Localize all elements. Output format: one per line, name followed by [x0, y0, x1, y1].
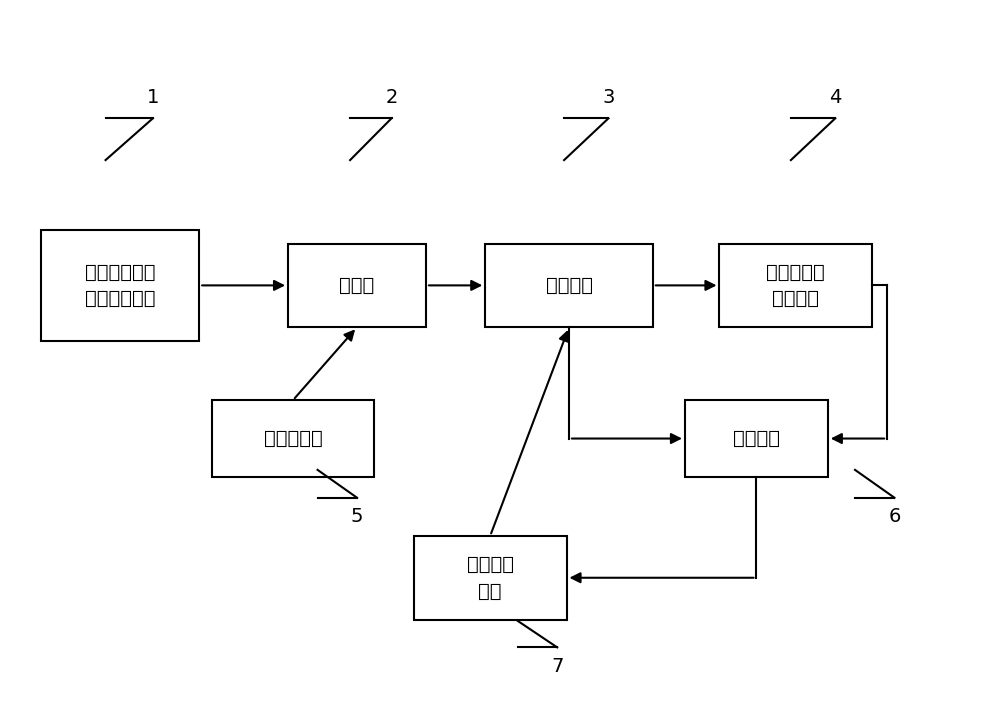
Text: 1: 1: [147, 88, 159, 107]
Bar: [485, 244, 653, 327]
Bar: [41, 230, 199, 341]
Text: 电液加速度
伺服系统: 电液加速度 伺服系统: [766, 263, 825, 308]
Text: 阻抗计算: 阻抗计算: [733, 429, 780, 448]
Text: 线性卷积: 线性卷积: [546, 276, 593, 295]
Text: 2: 2: [385, 88, 398, 107]
Text: 6: 6: [888, 507, 901, 526]
Text: 7: 7: [551, 657, 563, 676]
Text: 4: 4: [829, 88, 841, 107]
Text: 滤波器: 滤波器: [339, 276, 375, 295]
Text: 逆傅里叶
变换: 逆傅里叶 变换: [467, 555, 514, 601]
Bar: [414, 536, 567, 620]
Text: 3: 3: [602, 88, 615, 107]
Text: 加速度功率谱
密度参考信号: 加速度功率谱 密度参考信号: [85, 263, 156, 308]
Text: 白噪声信号: 白噪声信号: [264, 429, 322, 448]
Bar: [288, 244, 426, 327]
Bar: [212, 400, 374, 477]
Text: 5: 5: [351, 507, 363, 526]
Bar: [719, 244, 872, 327]
Bar: [685, 400, 828, 477]
